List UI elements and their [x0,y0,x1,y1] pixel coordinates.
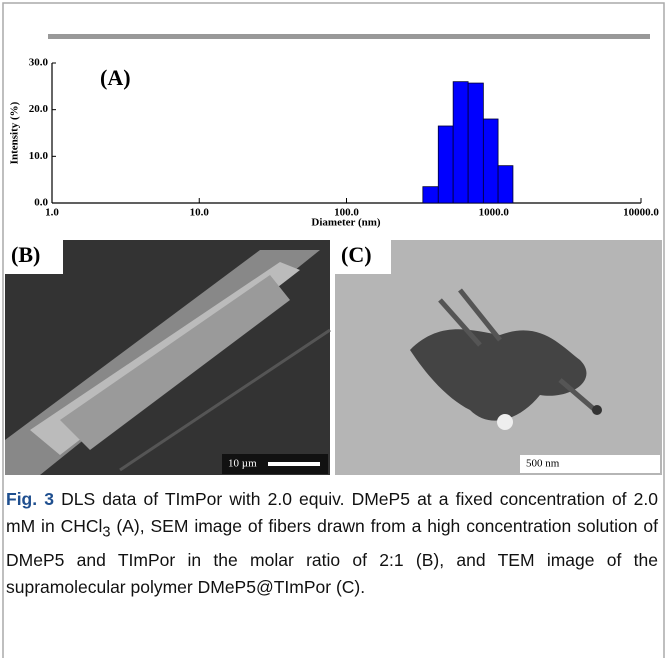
caption-text: DLS data of TImPor with 2.0 equiv. DMeP5… [6,489,658,536]
y-tick-label: 30.0 [29,57,49,69]
scale-bar-label: 500 nm [526,458,560,470]
x-tick-label: 1000.0 [479,207,510,219]
rule [48,34,650,39]
x-axis-label: Diameter (nm) [311,217,380,229]
x-tick-label: 100.0 [334,207,359,219]
y-tick-label: 0.0 [34,197,48,209]
y-tick-label: 10.0 [29,150,49,162]
sem-image [5,240,331,475]
panel-label: (C) [341,242,372,267]
caption-subscript: 3 [102,524,111,541]
bar [497,165,514,204]
scale-bar-label: 10 µm [228,458,257,470]
tem-image [335,240,662,475]
panel-label: (B) [11,242,40,267]
caption: Fig. 3 DLS data of TImPor with 2.0 equiv… [6,486,658,601]
caption-text: (A), SEM image of fibers drawn from a hi… [6,516,658,597]
bar [422,186,439,204]
y-axis-label: Intensity (%) [9,101,21,164]
bar [437,125,454,204]
x-tick-label: 10000.0 [623,207,659,219]
x-tick-label: 10.0 [190,207,210,219]
panel-label: (A) [100,65,131,90]
bar [452,81,469,204]
x-tick-label: 1.0 [45,207,59,219]
bar [467,82,484,204]
bar [482,118,499,204]
y-tick-label: 20.0 [29,103,49,115]
caption-label: Fig. 3 [6,489,54,509]
